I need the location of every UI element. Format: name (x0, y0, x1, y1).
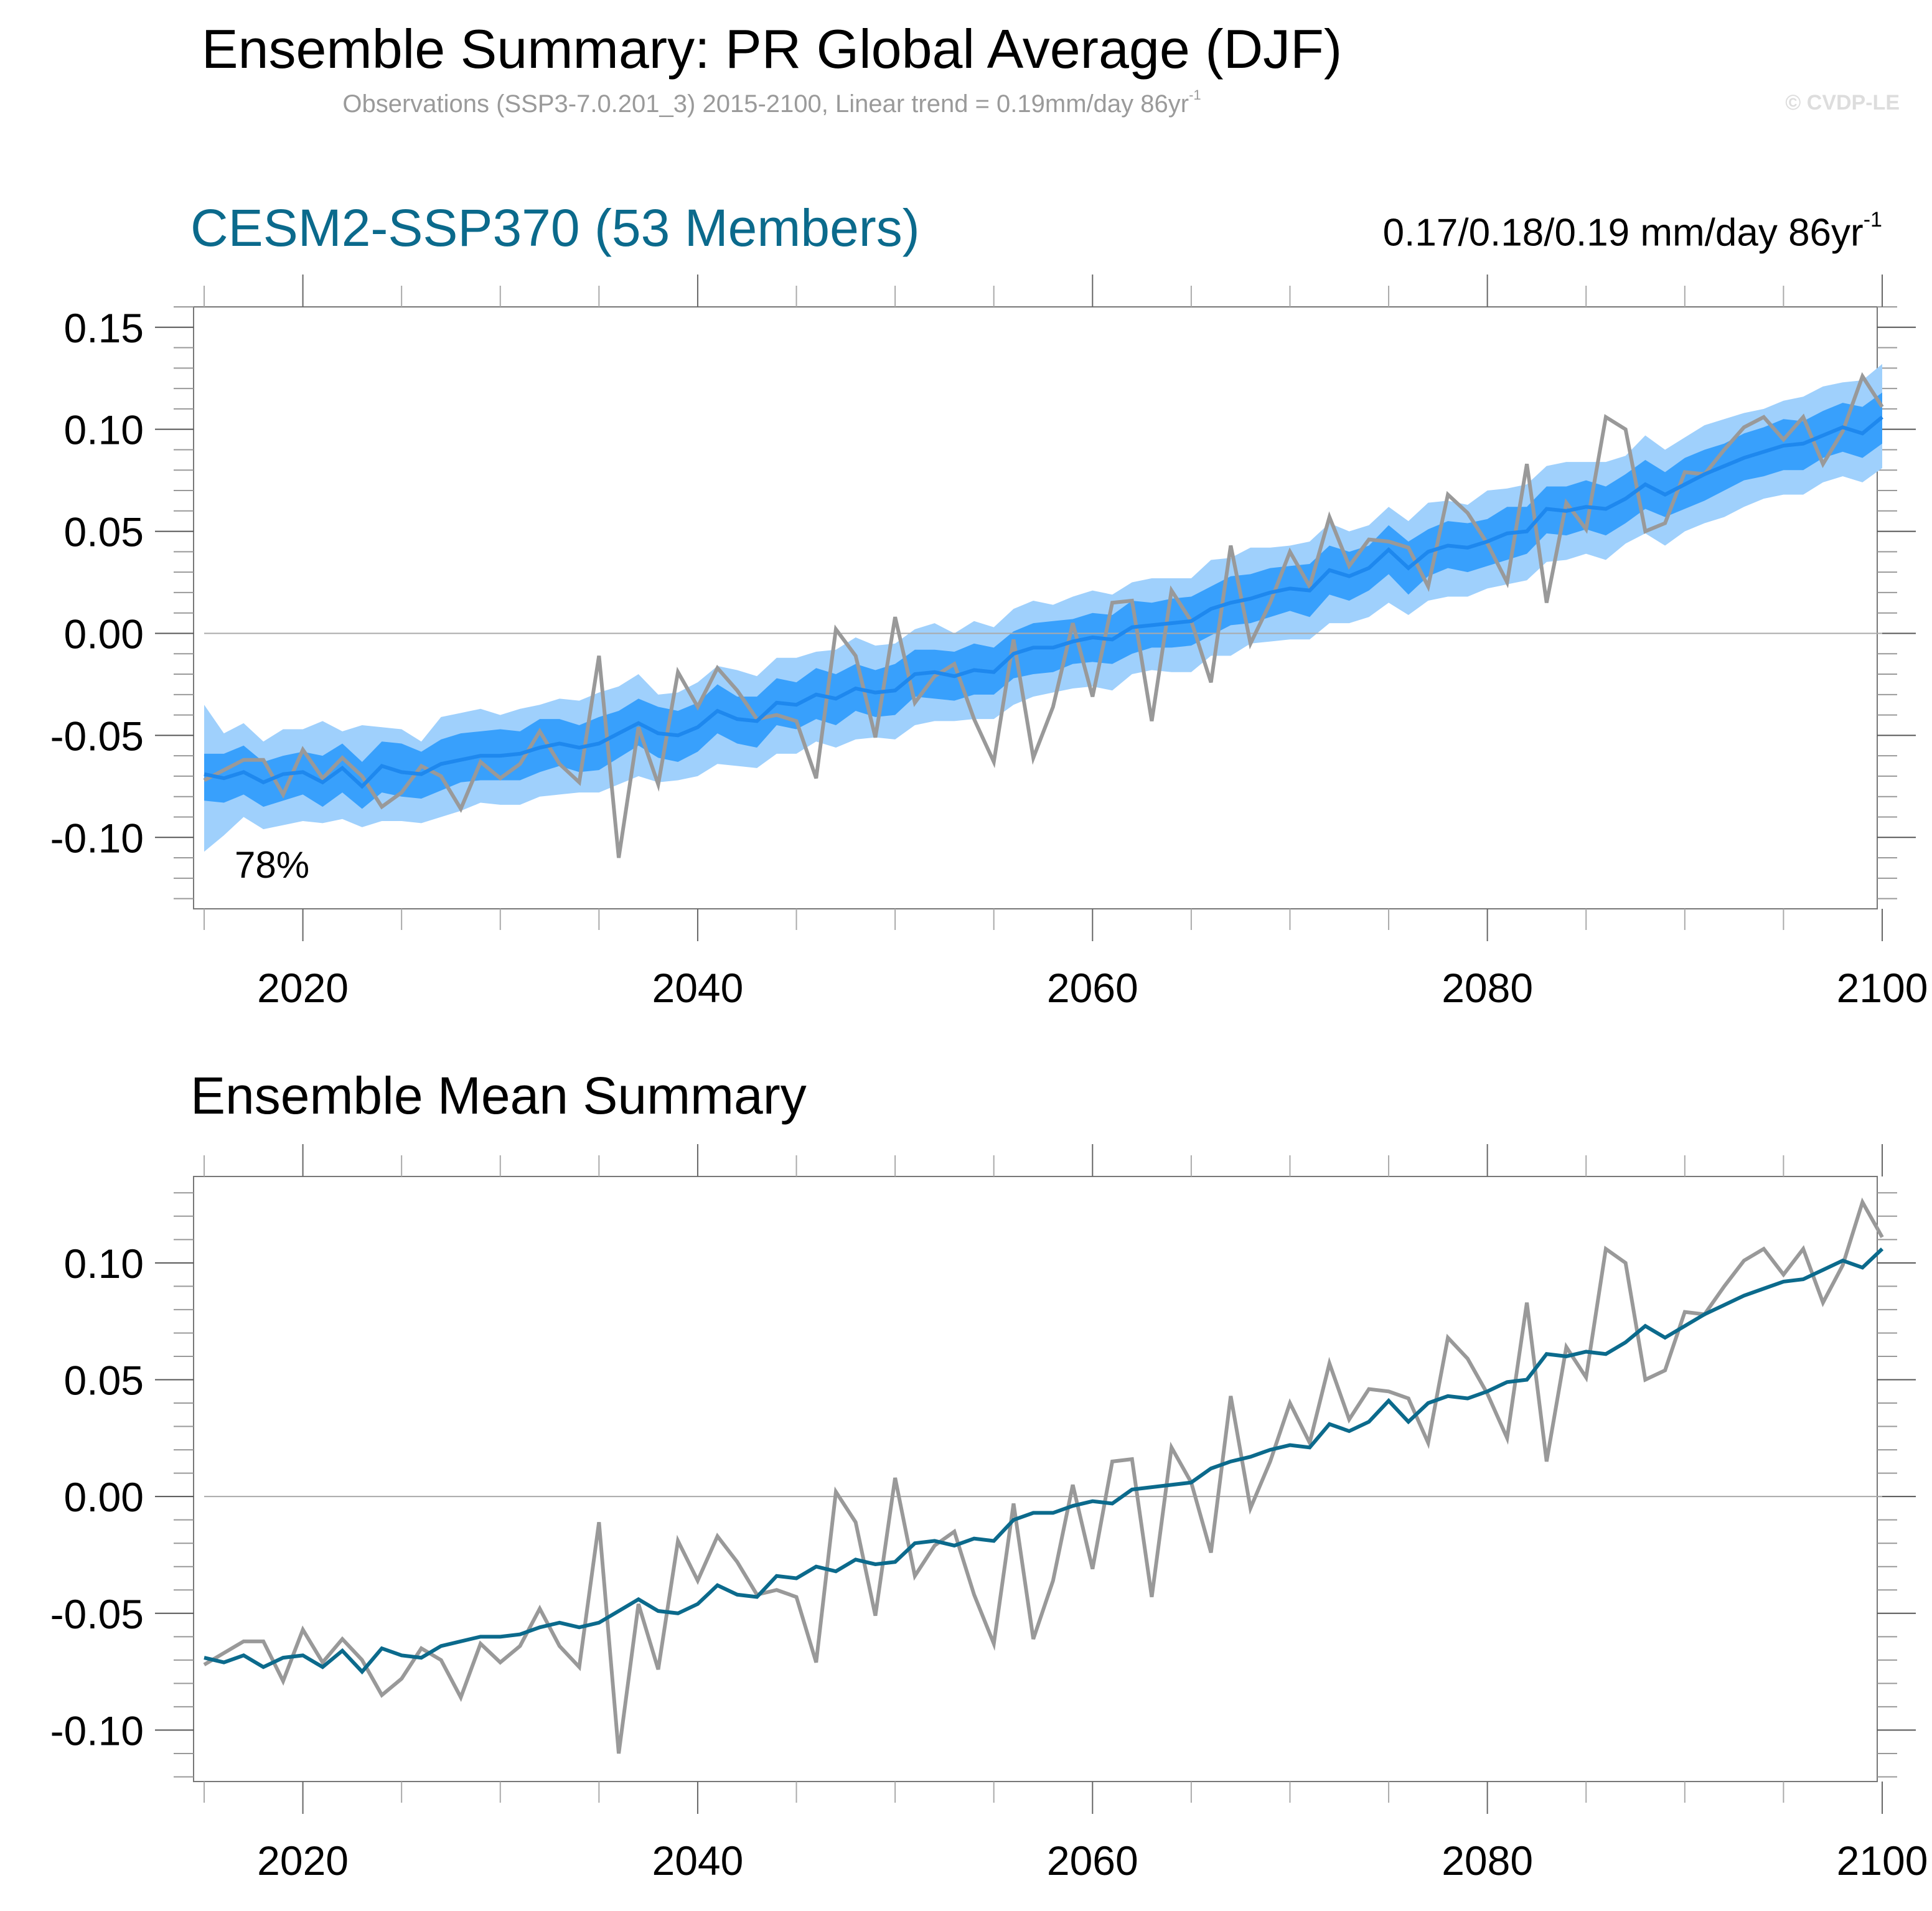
inner-range-band (204, 392, 1882, 809)
y-tick-label: 0.10 (64, 1241, 144, 1287)
x-tick-label: 2080 (1442, 965, 1533, 1011)
ensemble-summary-panel: -0.10 -0.05 0.00 0.05 0.10 0.15 2020 2040 2060 20… (50, 275, 1928, 1011)
subtitle-superscript: -1 (1189, 87, 1201, 103)
trend-superscript: -1 (1863, 208, 1882, 232)
trend-text: 0.17/0.18/0.19 mm/day 86yr (1382, 211, 1864, 255)
percent-annotation: 78% (235, 844, 309, 886)
subtitle: Observations (SSP3-7.0.201_3) 2015-2100,… (0, 87, 1544, 118)
y-tick-label: 0.00 (64, 611, 144, 657)
panel1-title: CESM2-SSP370 (53 Members) (190, 199, 920, 257)
x-tick-label: 2100 (1837, 1838, 1928, 1884)
y-tick-label: -0.05 (50, 713, 144, 759)
y-tick-label: 0.05 (64, 509, 144, 555)
ensemble-mean-panel: -0.10 -0.05 0.00 0.05 0.10 2020 2040 2060 2080 21… (50, 1144, 1928, 1884)
observations-line (203, 372, 1884, 858)
x-tick-label: 2060 (1047, 965, 1138, 1011)
watermark: © CVDP-LE (1785, 91, 1900, 115)
trend-label: 0.17/0.18/0.19 mm/day 86yr-1 (1383, 208, 1882, 255)
y-tick-label: 0.05 (64, 1358, 144, 1404)
ensemble-mean-line (204, 415, 1883, 789)
x-tick-label: 2020 (257, 1838, 349, 1884)
y-tick-label: -0.05 (50, 1591, 144, 1637)
x-tick-label: 2040 (652, 965, 744, 1011)
y-tick-label: -0.10 (50, 815, 144, 861)
subtitle-text: Observations (SSP3-7.0.201_3) 2015-2100,… (342, 90, 1189, 118)
plot-frame (193, 1176, 1878, 1782)
x-tick-label: 2080 (1442, 1838, 1533, 1884)
observations-line (203, 1197, 1884, 1754)
main-title: Ensemble Summary: PR Global Average (DJF… (201, 18, 1343, 80)
y-tick-label: 0.15 (64, 305, 144, 351)
plot-frame (193, 306, 1878, 909)
ensemble-mean-line (204, 1247, 1884, 1675)
x-tick-label: 2040 (652, 1838, 744, 1884)
y-tick-label: -0.10 (50, 1707, 144, 1754)
x-tick-label: 2100 (1837, 965, 1928, 1011)
x-tick-label: 2020 (257, 965, 349, 1011)
x-tick-label: 2060 (1047, 1838, 1138, 1884)
y-tick-label: 0.00 (64, 1474, 144, 1520)
panel2-title: Ensemble Mean Summary (190, 1066, 807, 1125)
y-tick-label: 0.10 (64, 407, 144, 453)
